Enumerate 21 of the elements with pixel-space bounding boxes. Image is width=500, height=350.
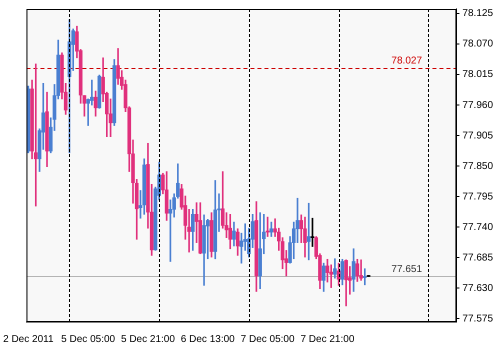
- x-tick-label: 5 Dec 05:00: [61, 334, 116, 345]
- y-tick-label: 77.850: [462, 160, 494, 172]
- y-tick-label: 77.795: [462, 191, 494, 202]
- x-tick-label: 6 Dec 13:00: [180, 334, 236, 345]
- y-tick-label: 77.905: [462, 130, 494, 142]
- x-tick-label: 2 Dec 2011: [3, 334, 54, 345]
- y-tick-label: 77.960: [462, 100, 494, 111]
- candlestick: [310, 218, 314, 247]
- x-tick-label: 7 Dec 21:00: [300, 334, 355, 345]
- y-tick-label: 78.125: [462, 8, 494, 20]
- ref-line-label: 78.027: [391, 56, 422, 67]
- y-tick-label: 77.575: [462, 313, 494, 324]
- candlestick: [359, 260, 363, 281]
- y-tick-label: 77.740: [462, 222, 494, 233]
- y-tick-label: 78.070: [462, 38, 494, 50]
- x-tick-label: 5 Dec 21:00: [120, 334, 176, 345]
- x-tick-label: 7 Dec 05:00: [240, 334, 295, 345]
- y-tick-label: 78.015: [462, 69, 494, 80]
- y-tick-label: 77.630: [462, 282, 494, 294]
- y-tick-label: 77.685: [462, 252, 494, 264]
- ref-line-label: 77.651: [391, 264, 422, 276]
